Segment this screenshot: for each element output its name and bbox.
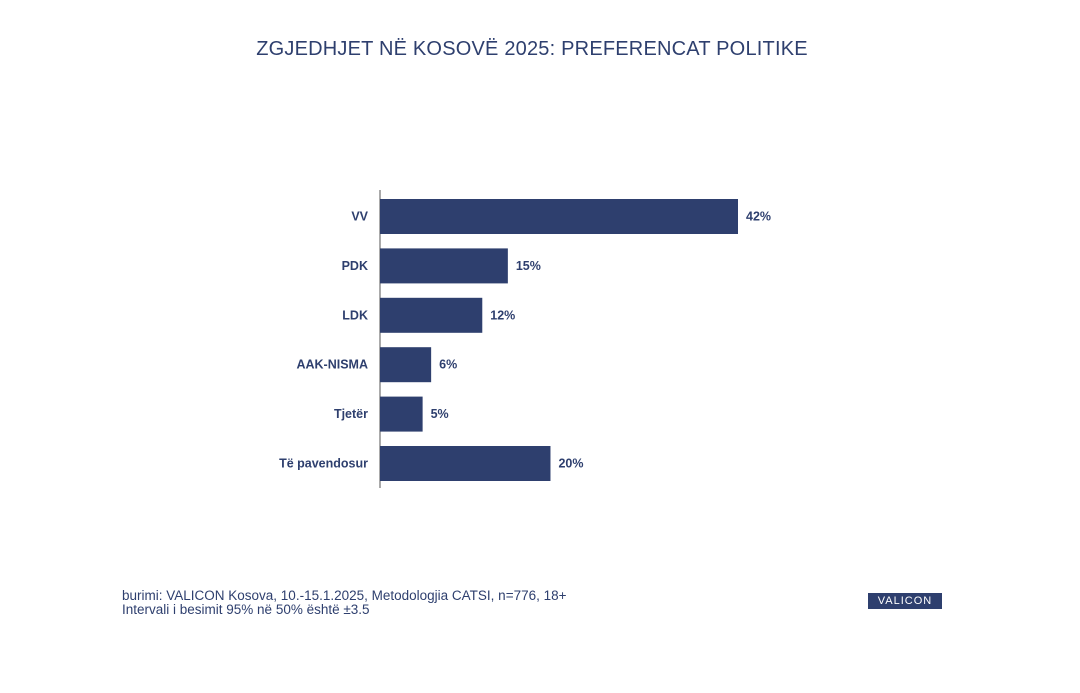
bar-1	[380, 248, 508, 284]
bar-0	[380, 199, 738, 234]
chart-title: ZGJEDHJET NË KOSOVË 2025: PREFERENCAT PO…	[256, 38, 808, 60]
valicon-logo: VALICON	[868, 593, 942, 609]
bar-3	[380, 347, 432, 383]
confidence-line: Intervali i besimit 95% në 50% është ±3.…	[122, 602, 370, 617]
category-label: PDK	[342, 259, 368, 273]
category-label: AAK-NISMA	[296, 358, 368, 372]
value-label: 15%	[516, 259, 541, 273]
category-label: Tjetër	[334, 407, 368, 421]
bar-2	[380, 297, 483, 333]
value-label: 12%	[490, 308, 515, 322]
source-note: burimi: VALICON Kosova, 10.-15.1.2025, M…	[122, 589, 567, 617]
value-label: 6%	[439, 358, 457, 372]
category-label: Të pavendosur	[279, 457, 368, 471]
value-label: 42%	[746, 210, 771, 224]
source-line: burimi: VALICON Kosova, 10.-15.1.2025, M…	[122, 588, 567, 603]
bar-4	[380, 396, 423, 432]
category-label: VV	[351, 210, 368, 224]
value-label: 20%	[558, 457, 583, 471]
bar-5	[380, 446, 551, 481]
value-label: 5%	[431, 407, 449, 421]
category-label: LDK	[342, 308, 368, 322]
